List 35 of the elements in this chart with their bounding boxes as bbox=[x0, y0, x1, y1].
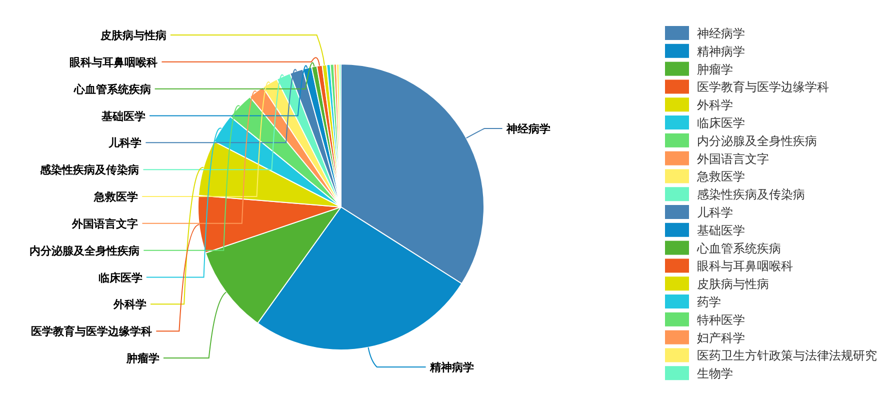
legend-label: 感染性疾病及传染病 bbox=[697, 188, 805, 202]
legend-label: 皮肤病与性病 bbox=[697, 277, 769, 292]
slice-label: 临床医学 bbox=[98, 271, 142, 284]
legend-label: 眼科与耳鼻咽喉科 bbox=[697, 259, 793, 274]
legend-label: 内分泌腺及全身性疾病 bbox=[697, 134, 817, 148]
legend-label: 外科学 bbox=[697, 98, 733, 112]
slice-label: 眼科与耳鼻咽喉科 bbox=[70, 56, 158, 69]
slice-label: 外科学 bbox=[112, 298, 147, 312]
legend-label: 急救医学 bbox=[696, 170, 745, 184]
slice-label: 急救医学 bbox=[93, 190, 138, 204]
legend-label: 精神病学 bbox=[697, 44, 745, 58]
slice-label: 肿瘤学 bbox=[125, 352, 160, 365]
legend-label: 肿瘤学 bbox=[697, 62, 733, 76]
legend-label: 神经病学 bbox=[697, 26, 745, 40]
legend-label: 基础医学 bbox=[697, 223, 745, 238]
slice-label: 儿科学 bbox=[108, 136, 142, 150]
legend-label: 心血管系统疾病 bbox=[696, 241, 781, 256]
legend-label: 临床医学 bbox=[697, 116, 745, 130]
legend-label: 特种医学 bbox=[697, 312, 745, 327]
slice-label: 医学教育与医学边缘学科 bbox=[31, 325, 152, 338]
slice-label: 外国语言文字 bbox=[71, 217, 138, 230]
legend-label: 儿科学 bbox=[697, 206, 733, 220]
slice-label: 内分泌腺及全身性疾病 bbox=[30, 244, 140, 258]
legend-label: 医药卫生方针政策与法律法规研究 bbox=[697, 348, 877, 363]
legend-label: 生物学 bbox=[697, 366, 733, 381]
slice-label: 神经病学 bbox=[505, 122, 550, 136]
slice-label: 基础医学 bbox=[100, 110, 146, 123]
legend-label: 妇产科学 bbox=[697, 330, 745, 345]
slice-label: 感染性疾病及传染病 bbox=[39, 164, 140, 177]
legend-label: 医学教育与医学边缘学科 bbox=[697, 80, 829, 94]
slice-label: 皮肤病与性病 bbox=[99, 29, 166, 42]
legend-label: 外国语言文字 bbox=[697, 152, 769, 166]
legend-label: 药学 bbox=[697, 295, 721, 309]
slice-label: 心血管系统疾病 bbox=[72, 82, 151, 96]
slice-label: 精神病学 bbox=[428, 361, 474, 374]
